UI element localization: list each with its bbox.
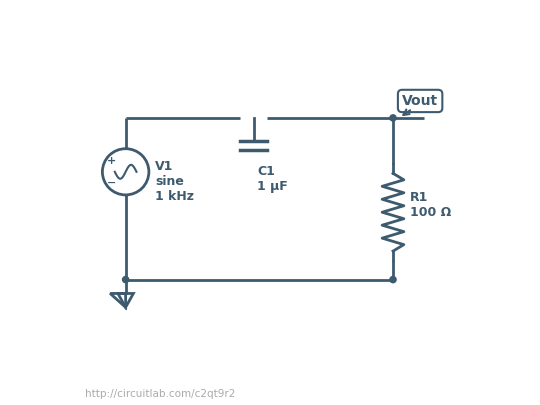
Text: R1
100 Ω: R1 100 Ω [410, 190, 451, 219]
Circle shape [390, 115, 396, 121]
Text: C1
1 μF: C1 1 μF [258, 165, 288, 193]
Text: http://circuitlab.com/c2qt9r2: http://circuitlab.com/c2qt9r2 [85, 389, 235, 399]
Text: CIRCUIT: CIRCUIT [8, 369, 60, 382]
Text: MikeMilligan / AC Circuits, Lab 03: MikeMilligan / AC Circuits, Lab 03 [85, 371, 293, 381]
Text: +: + [107, 156, 116, 166]
Circle shape [390, 277, 396, 283]
Text: —⧾—⊢LAB: —⧾—⊢LAB [8, 388, 55, 398]
Circle shape [123, 277, 129, 283]
Text: Vout: Vout [402, 94, 438, 108]
Text: −: − [107, 177, 116, 188]
Text: V1
sine
1 kHz: V1 sine 1 kHz [155, 160, 194, 203]
